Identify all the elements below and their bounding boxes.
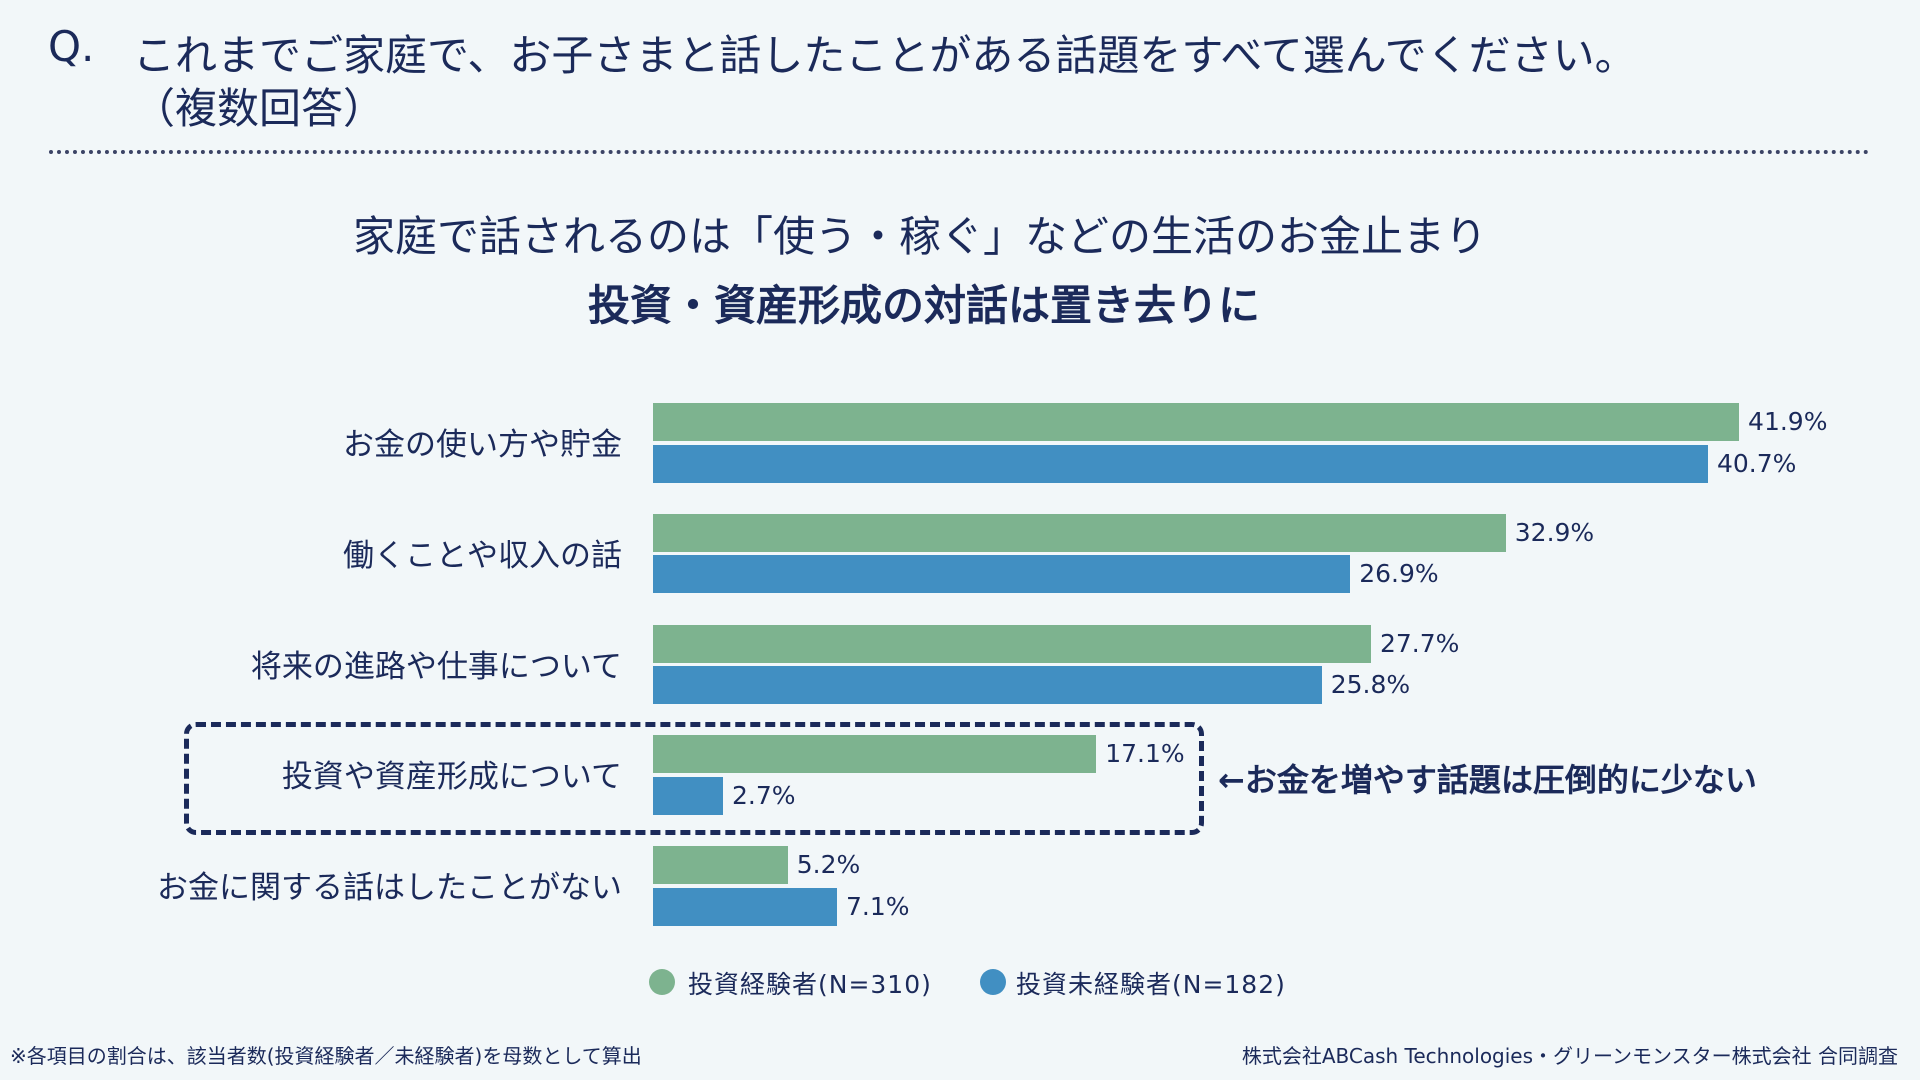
footnote: ※各項目の割合は、該当者数(投資経験者／未経験者)を母数として算出 [10, 1044, 642, 1068]
bar-inexperienced [653, 887, 838, 926]
bar-experienced [653, 513, 1506, 552]
category-label: 投資や資産形成について [281, 759, 622, 796]
annotation: ←お金を増やす話題は圧倒的に少ない [1218, 761, 1757, 799]
bar-experienced [653, 403, 1740, 441]
dotted-divider [49, 150, 1870, 154]
data-label: 5.2% [796, 850, 861, 880]
bar-inexperienced [653, 666, 1322, 705]
question-mark-label: Q. [48, 22, 95, 71]
bar-inexperienced [653, 776, 723, 815]
data-label: 32.9% [1514, 517, 1595, 547]
bar-inexperienced [653, 555, 1351, 594]
data-label: 40.7% [1716, 448, 1797, 478]
category-label: お金に関する話はしたことがない [157, 870, 622, 907]
bar-experienced [653, 735, 1097, 774]
data-label: 26.9% [1359, 559, 1439, 589]
question-note: （複数回答） [133, 84, 386, 133]
legend-label-experienced: 投資経験者(N=310) [688, 970, 932, 999]
legend-swatch-experienced [649, 969, 675, 995]
headline-line1: 家庭で話されるのは「使う・稼ぐ」などの生活のお金止まり [352, 212, 1487, 261]
data-label: 17.1% [1105, 739, 1185, 769]
data-label: 25.8% [1330, 670, 1411, 700]
survey-credit: 株式会社ABCash Technologies・グリーンモンスター株式会社 合同… [1241, 1044, 1898, 1068]
category-label: お金の使い方や貯金 [343, 427, 622, 463]
headline-line2: 投資・資産形成の対話は置き去りに [587, 281, 1260, 330]
data-label: 41.9% [1748, 407, 1828, 436]
bar-experienced [653, 846, 788, 885]
data-label: 2.7% [731, 780, 796, 810]
highlight-box [184, 722, 1204, 835]
category-label: 働くことや収入の話 [343, 537, 622, 574]
data-label: 27.7% [1379, 628, 1460, 658]
category-label: 将来の進路や仕事について [250, 648, 622, 685]
legend-label-inexperienced: 投資未経験者(N=182) [1016, 970, 1286, 999]
bar-experienced [653, 624, 1371, 663]
legend-swatch-inexperienced [980, 969, 1006, 995]
bar-inexperienced [653, 444, 1708, 483]
question-text: これまでご家庭で、お子さまと話したことがある話題をすべて選んでください。 [133, 31, 1637, 80]
data-label: 7.1% [846, 891, 910, 921]
